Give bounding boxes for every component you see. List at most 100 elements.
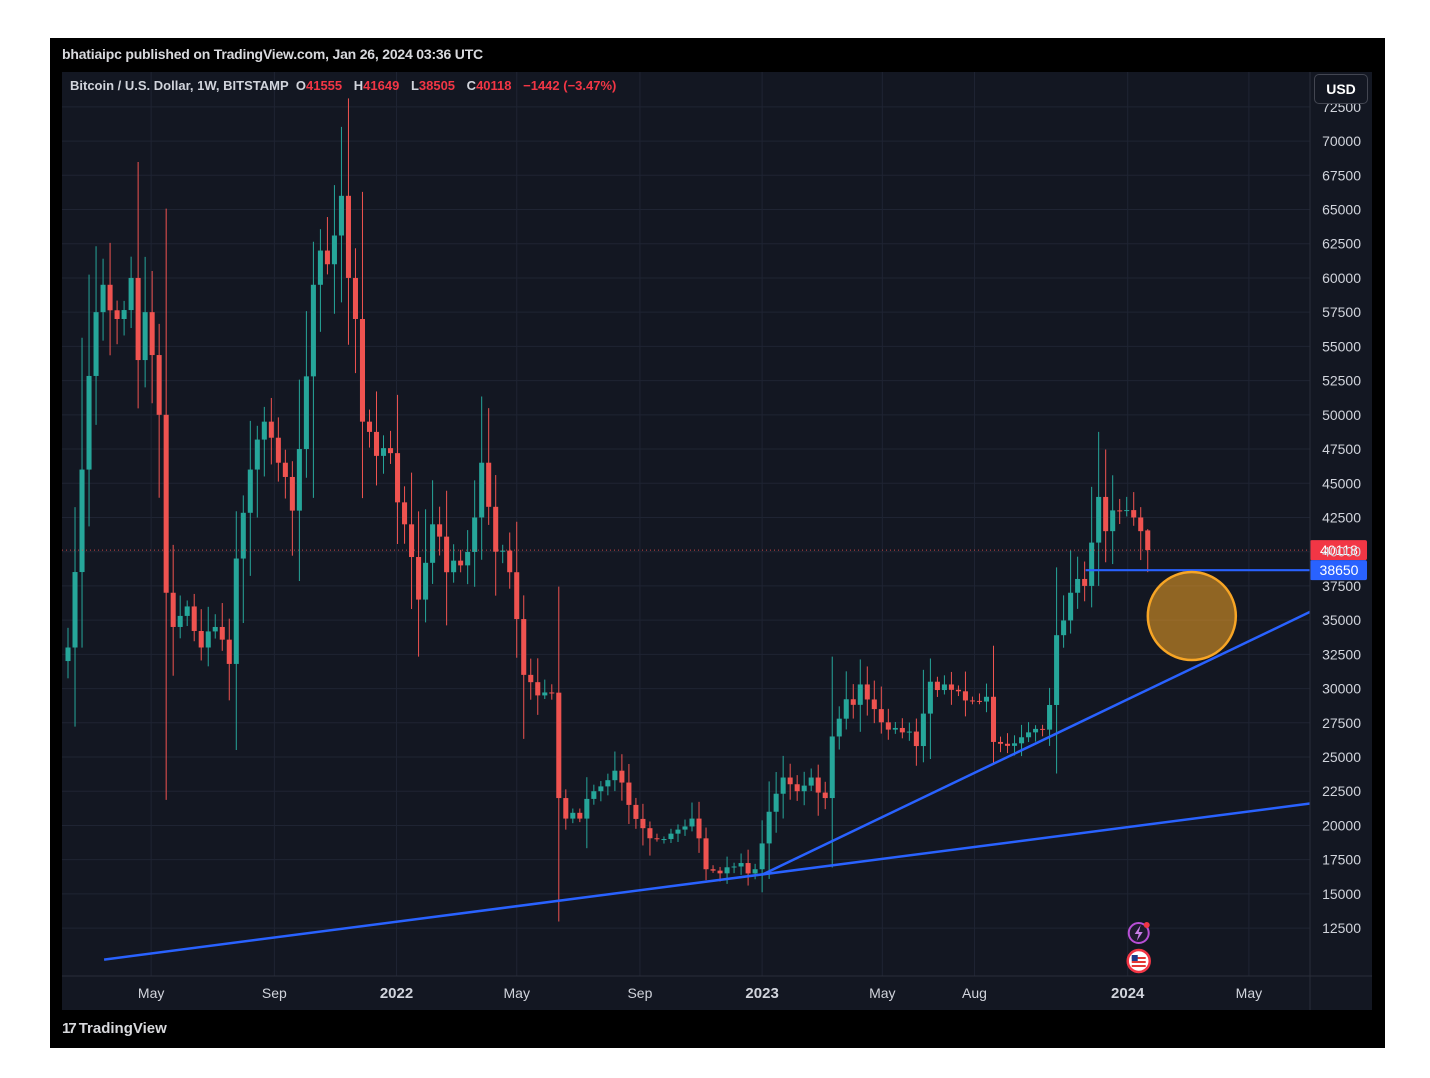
tradingview-footer[interactable]: 17 TradingView (62, 1020, 167, 1037)
candle (927, 658, 933, 760)
candle-body (927, 681, 933, 714)
candle-body (451, 560, 457, 573)
candle (226, 618, 232, 701)
candle-body (577, 812, 583, 819)
candle (317, 229, 323, 332)
candle (212, 614, 218, 639)
candle-body (773, 793, 779, 812)
us-flag-canton (1131, 955, 1138, 961)
candle (65, 627, 71, 679)
candle (605, 773, 611, 796)
candle-body (493, 506, 499, 552)
y-tick-label: 62500 (1322, 236, 1361, 252)
candle (899, 718, 905, 739)
candle (198, 609, 204, 661)
candle (948, 671, 954, 705)
candle (962, 671, 968, 717)
candle-body (780, 777, 786, 794)
candle-body (514, 572, 520, 620)
candle (528, 658, 534, 700)
candle (149, 271, 155, 404)
candle (191, 593, 197, 642)
candle (163, 208, 169, 800)
chart-pane[interactable] (62, 72, 1372, 1010)
candle-body (689, 818, 695, 827)
candle (626, 763, 632, 824)
candle (1117, 498, 1123, 525)
y-tick-label: 32500 (1322, 646, 1361, 662)
candle (331, 185, 337, 314)
candle-body (149, 312, 155, 356)
candle (598, 781, 604, 802)
candle-body (338, 195, 344, 236)
candle (233, 511, 239, 750)
candle (731, 862, 737, 874)
candle-body (1096, 496, 1102, 543)
candle-body (114, 310, 120, 319)
candle-body (1068, 592, 1074, 621)
candle-body (366, 421, 373, 432)
candle-body (556, 692, 562, 799)
candle-body (184, 606, 190, 616)
candle-body (836, 718, 842, 737)
candle (79, 337, 85, 648)
candle (289, 461, 295, 556)
candle (913, 718, 919, 766)
us-flag-stripe (1131, 957, 1146, 959)
candle (619, 754, 625, 801)
lightning-icon-dot (1143, 922, 1150, 928)
candle (247, 420, 253, 576)
candle (416, 511, 422, 657)
candle-body (535, 682, 541, 696)
candle (486, 408, 492, 525)
candle (465, 530, 471, 585)
candle-body (472, 517, 478, 552)
current-price-tag (1310, 540, 1367, 561)
candle (871, 680, 877, 724)
candle (640, 803, 646, 846)
candle-body (486, 462, 492, 507)
candle-body (93, 312, 99, 376)
candle-body (682, 826, 688, 830)
candle (409, 472, 415, 610)
x-tick-label: 2022 (380, 985, 413, 1002)
currency-button[interactable]: USD (1314, 74, 1368, 104)
candle (107, 242, 113, 356)
candle-body (661, 839, 667, 841)
candle (1138, 507, 1144, 561)
candle (941, 675, 947, 695)
candle-body (402, 502, 408, 525)
candle (549, 684, 555, 700)
candle-body (990, 696, 997, 742)
candle-body (787, 777, 793, 785)
candle (359, 191, 366, 499)
candle (240, 495, 246, 623)
candle (591, 784, 597, 805)
candle-body (815, 777, 821, 793)
candle-body (479, 462, 485, 518)
candle-body (359, 319, 366, 422)
candle-body (233, 558, 239, 664)
candle-body (717, 870, 723, 874)
low-key: L (410, 78, 419, 93)
candle (906, 722, 912, 741)
candle-body (107, 284, 113, 311)
candle (1040, 724, 1046, 737)
candle-body (128, 277, 134, 311)
candle-body (766, 811, 772, 844)
us-flag-icon (1126, 948, 1151, 974)
axes: 12500 15000 17500 20000 22500 25000 27500 30000… (62, 72, 1372, 1010)
candle-body (969, 700, 975, 702)
candle-body (409, 524, 415, 558)
candle-body (1110, 510, 1116, 532)
candle (352, 248, 358, 374)
candle-body (759, 843, 765, 870)
candle-body (941, 684, 947, 691)
candle-body (373, 431, 380, 456)
y-tick-label: 50000 (1322, 407, 1361, 423)
candle-body (871, 699, 877, 710)
candle-body (794, 784, 800, 792)
candle (1103, 449, 1109, 563)
candle-body (1145, 530, 1151, 551)
